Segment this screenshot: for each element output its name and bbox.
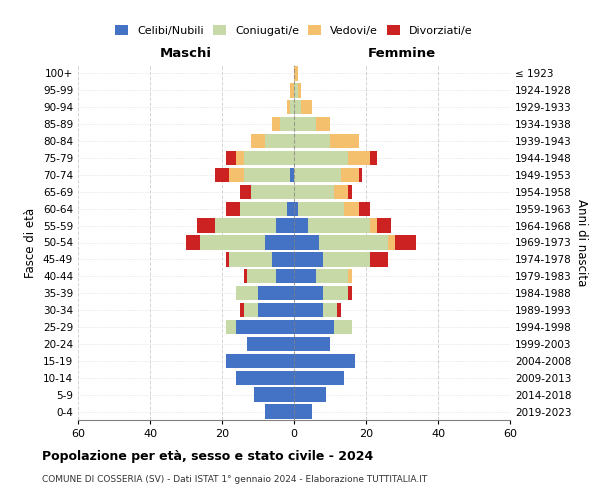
Bar [334, 184, 348, 199]
Bar [348, 184, 352, 199]
Bar [294, 66, 298, 80]
Bar [294, 218, 308, 233]
Bar [395, 236, 416, 250]
Bar [359, 168, 362, 182]
Bar [272, 252, 294, 266]
Bar [294, 151, 348, 165]
Bar [251, 184, 294, 199]
Bar [316, 117, 330, 132]
Bar [229, 168, 244, 182]
Bar [226, 252, 229, 266]
Text: COMUNE DI COSSERIA (SV) - Dati ISTAT 1° gennaio 2024 - Elaborazione TUTTITALIA.I: COMUNE DI COSSERIA (SV) - Dati ISTAT 1° … [42, 475, 427, 484]
Bar [294, 134, 330, 148]
Bar [215, 168, 229, 182]
Bar [244, 269, 247, 283]
Bar [240, 303, 244, 318]
Bar [244, 168, 290, 182]
Bar [294, 354, 355, 368]
Bar [348, 286, 352, 300]
Bar [186, 236, 200, 250]
Bar [294, 168, 341, 182]
Bar [323, 252, 370, 266]
Bar [294, 404, 312, 418]
Bar [330, 134, 359, 148]
Bar [244, 303, 258, 318]
Bar [226, 320, 236, 334]
Bar [294, 83, 298, 98]
Bar [298, 83, 301, 98]
Bar [294, 303, 323, 318]
Bar [287, 100, 290, 114]
Bar [240, 184, 251, 199]
Text: Femmine: Femmine [368, 47, 436, 60]
Bar [287, 202, 294, 216]
Bar [294, 252, 323, 266]
Bar [298, 202, 344, 216]
Bar [236, 370, 294, 385]
Bar [294, 370, 344, 385]
Bar [294, 286, 323, 300]
Bar [290, 83, 294, 98]
Bar [251, 134, 265, 148]
Bar [301, 100, 312, 114]
Bar [280, 117, 294, 132]
Bar [247, 336, 294, 351]
Text: Popolazione per età, sesso e stato civile - 2024: Popolazione per età, sesso e stato civil… [42, 450, 373, 463]
Y-axis label: Anni di nascita: Anni di nascita [575, 199, 588, 286]
Bar [254, 388, 294, 402]
Bar [323, 303, 337, 318]
Bar [197, 218, 215, 233]
Bar [226, 354, 294, 368]
Bar [348, 151, 370, 165]
Bar [226, 202, 240, 216]
Bar [265, 134, 294, 148]
Bar [236, 286, 258, 300]
Bar [377, 218, 391, 233]
Bar [294, 320, 334, 334]
Bar [290, 168, 294, 182]
Bar [294, 184, 334, 199]
Bar [334, 320, 352, 334]
Bar [258, 286, 294, 300]
Bar [290, 100, 294, 114]
Bar [236, 151, 244, 165]
Bar [258, 303, 294, 318]
Bar [265, 404, 294, 418]
Bar [294, 202, 298, 216]
Bar [370, 218, 377, 233]
Bar [240, 202, 287, 216]
Bar [236, 320, 294, 334]
Bar [272, 117, 280, 132]
Bar [247, 269, 276, 283]
Bar [370, 151, 377, 165]
Bar [294, 269, 316, 283]
Bar [348, 269, 352, 283]
Bar [344, 202, 359, 216]
Bar [337, 303, 341, 318]
Bar [244, 151, 294, 165]
Bar [294, 388, 326, 402]
Bar [341, 168, 359, 182]
Bar [316, 269, 348, 283]
Bar [276, 269, 294, 283]
Bar [319, 236, 388, 250]
Bar [370, 252, 388, 266]
Bar [323, 286, 348, 300]
Text: Maschi: Maschi [160, 47, 212, 60]
Bar [226, 151, 236, 165]
Bar [294, 100, 301, 114]
Bar [308, 218, 370, 233]
Bar [388, 236, 395, 250]
Bar [215, 218, 276, 233]
Bar [359, 202, 370, 216]
Bar [276, 218, 294, 233]
Legend: Celibi/Nubili, Coniugati/e, Vedovi/e, Divorziati/e: Celibi/Nubili, Coniugati/e, Vedovi/e, Di… [111, 21, 477, 40]
Bar [265, 236, 294, 250]
Y-axis label: Fasce di età: Fasce di età [25, 208, 37, 278]
Bar [200, 236, 265, 250]
Bar [294, 236, 319, 250]
Bar [294, 117, 316, 132]
Bar [229, 252, 272, 266]
Bar [294, 336, 330, 351]
